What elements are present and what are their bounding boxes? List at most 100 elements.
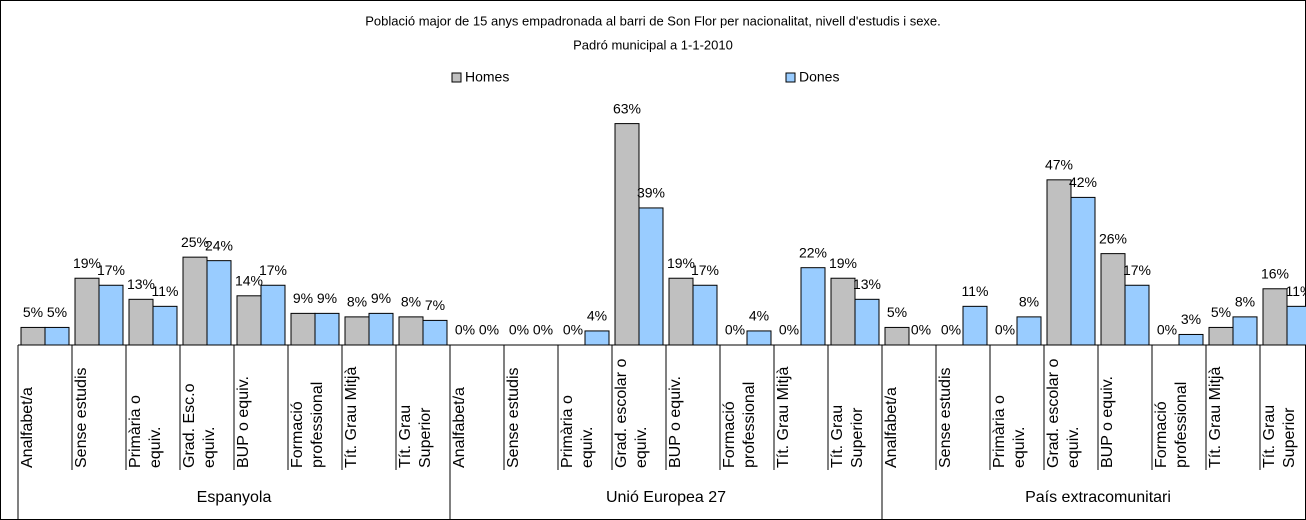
category-label: Grad. escolar o equiv. [613, 358, 650, 468]
data-label: 39% [637, 185, 665, 201]
bar [182, 256, 208, 346]
data-label: 5% [1211, 304, 1231, 320]
data-label: 11% [1286, 283, 1306, 299]
chart-title: Població major de 15 anys empadronada al… [365, 13, 941, 28]
category-label: BUP o equiv. [667, 376, 684, 468]
data-label: 13% [127, 276, 155, 292]
bar [1178, 333, 1204, 346]
data-label: 17% [691, 262, 719, 278]
bar [746, 330, 772, 346]
data-label: 0% [725, 322, 745, 338]
bar [314, 312, 340, 346]
data-label: 14% [235, 273, 263, 289]
data-label: 9% [293, 290, 313, 306]
category-label: Grad. Esc.o equiv. [181, 383, 218, 468]
data-label: 0% [941, 322, 961, 338]
category-label: Formació professional [1153, 381, 1190, 468]
data-label: 4% [587, 308, 607, 324]
bar [1046, 179, 1072, 346]
data-label: 8% [401, 294, 421, 310]
bar [236, 295, 262, 346]
legend-swatch [451, 72, 462, 83]
category-label: BUP o equiv. [1099, 376, 1116, 468]
bar [692, 284, 718, 346]
category-label: Primària o equiv. [559, 395, 596, 468]
data-label: 16% [1261, 265, 1289, 281]
bar [290, 312, 316, 346]
data-label: 17% [259, 262, 287, 278]
data-label: 22% [799, 244, 827, 260]
bar [884, 326, 910, 346]
data-label: 11% [152, 283, 179, 299]
bar [128, 298, 154, 346]
data-label: 0% [455, 322, 475, 338]
legend-label: Dones [799, 69, 839, 85]
bar [260, 284, 286, 346]
bar [1286, 305, 1306, 346]
data-label: 5% [47, 304, 67, 320]
bar [1070, 196, 1096, 346]
bar [638, 207, 664, 346]
data-label: 26% [1099, 230, 1127, 246]
group-label: Espanyola [197, 489, 272, 506]
data-label: 19% [73, 255, 101, 271]
category-label: Tít. Grau Mitjà [775, 366, 792, 468]
legend-label: Homes [465, 69, 509, 85]
data-label: 8% [1019, 294, 1039, 310]
bar [344, 316, 370, 346]
data-label: 3% [1181, 311, 1201, 327]
category-label: Primària o equiv. [991, 395, 1028, 468]
category-label: Formació professional [721, 381, 758, 468]
bar [1232, 316, 1258, 346]
bar [668, 277, 694, 346]
category-label: BUP o equiv. [235, 376, 252, 468]
category-label: Analfabet/a [19, 387, 36, 468]
data-label: 0% [995, 322, 1015, 338]
bar [98, 284, 124, 346]
data-label: 0% [1157, 322, 1177, 338]
bar [20, 326, 46, 346]
data-label: 19% [667, 255, 695, 271]
data-label: 17% [1123, 262, 1151, 278]
group-label: País extracomunitari [1025, 489, 1171, 506]
data-label: 17% [97, 262, 125, 278]
category-label: Tít. Grau Superior [397, 404, 434, 468]
bar [1124, 284, 1150, 346]
category-label: Analfabet/a [451, 387, 468, 468]
bar [962, 305, 988, 346]
chart-subtitle: Padró municipal a 1-1-2010 [573, 37, 733, 52]
data-label: 5% [23, 304, 43, 320]
category-label: Tít. Grau Mitjà [1207, 366, 1224, 468]
data-label: 7% [425, 297, 445, 313]
data-label: 9% [317, 290, 337, 306]
bar [74, 277, 100, 346]
data-label: 0% [563, 322, 583, 338]
bar [422, 319, 448, 346]
data-label: 8% [347, 294, 367, 310]
data-label: 47% [1045, 157, 1073, 173]
bar [152, 305, 178, 346]
category-label: Tít. Grau Superior [829, 404, 866, 468]
data-label: 8% [1235, 294, 1255, 310]
data-label: 0% [911, 322, 931, 338]
data-label: 0% [779, 322, 799, 338]
bar [830, 277, 856, 346]
data-label: 4% [749, 308, 769, 324]
category-label: Sense estudis [73, 367, 90, 468]
data-label: 9% [371, 290, 391, 306]
bar [800, 267, 826, 346]
bar [584, 330, 610, 346]
category-label: Tít. Grau Mitjà [343, 366, 360, 468]
data-label: 0% [509, 322, 529, 338]
category-label: Sense estudis [505, 367, 522, 468]
data-label: 13% [853, 276, 881, 292]
bar [398, 316, 424, 346]
category-label: Tít. Grau Superior [1261, 404, 1298, 468]
category-label: Analfabet/a [883, 387, 900, 468]
group-label: Unió Europea 27 [606, 489, 726, 506]
data-label: 24% [205, 237, 233, 253]
data-label: 0% [533, 322, 553, 338]
bar [368, 312, 394, 346]
